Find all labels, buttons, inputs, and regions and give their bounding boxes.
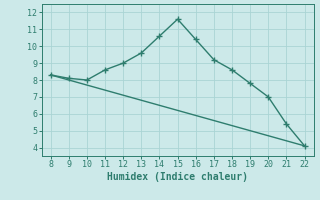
X-axis label: Humidex (Indice chaleur): Humidex (Indice chaleur) [107, 172, 248, 182]
